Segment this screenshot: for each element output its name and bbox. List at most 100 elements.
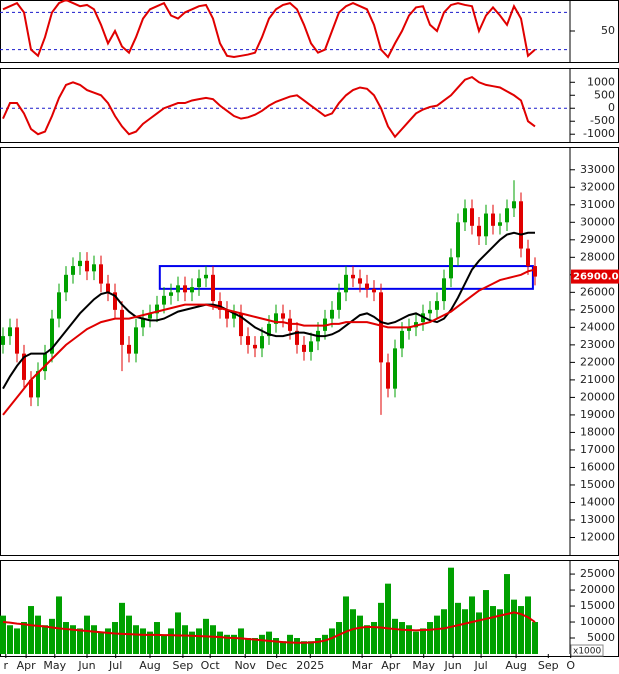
candle-body xyxy=(302,344,306,352)
candle-body xyxy=(113,292,117,310)
volume-bar xyxy=(301,641,307,654)
candle-body xyxy=(267,323,271,337)
volume-bar xyxy=(77,628,83,654)
volume-bar xyxy=(42,625,48,654)
candle-body xyxy=(533,266,537,277)
volume-bar xyxy=(21,622,27,654)
volume-bar xyxy=(28,606,34,654)
y-tick-label: 25000 xyxy=(580,303,615,316)
volume-bar xyxy=(532,622,538,654)
candle-body xyxy=(169,292,173,296)
candle-body xyxy=(309,341,313,352)
x-tick-label: Jul xyxy=(473,659,487,672)
volume-bar xyxy=(497,609,503,654)
volume-bar xyxy=(84,615,90,654)
candle-body xyxy=(358,278,362,284)
candle-body xyxy=(22,353,26,380)
volume-bar xyxy=(441,609,447,654)
x-tick-label: Apr xyxy=(17,659,37,672)
candle-body xyxy=(225,309,229,319)
y-tick-label: 22000 xyxy=(580,355,615,368)
volume-bar xyxy=(455,602,461,654)
volume-bar xyxy=(49,618,55,654)
volume-bar xyxy=(413,631,419,654)
volume-bar xyxy=(252,638,258,654)
candle-body xyxy=(365,283,369,289)
volume-bar xyxy=(245,638,251,654)
volume-bar xyxy=(98,631,104,654)
x-tick-label: Sep xyxy=(538,659,559,672)
volume-bar xyxy=(133,625,139,654)
volume-bar xyxy=(420,628,426,654)
volume-bar xyxy=(308,641,314,654)
y-tick-label: 50 xyxy=(601,24,615,37)
y-tick-label: 28000 xyxy=(580,250,615,263)
x-tick-label: r xyxy=(4,659,9,672)
candle-body xyxy=(519,201,523,249)
volume-bar xyxy=(280,641,286,654)
candle-body xyxy=(148,313,152,319)
candle-body xyxy=(379,292,383,363)
series-line xyxy=(2,0,536,59)
volume-bar xyxy=(91,625,97,654)
candle-body xyxy=(337,292,341,310)
volume-bar xyxy=(14,628,20,654)
y-tick-label: 18000 xyxy=(580,425,615,438)
y-tick-label: 17000 xyxy=(580,443,615,456)
x-tick-label: Nov xyxy=(234,659,256,672)
candle-body xyxy=(274,313,278,324)
volume-bar xyxy=(168,628,174,654)
x-tick-label: Aug xyxy=(505,659,526,672)
y-tick-label: -1000 xyxy=(583,127,615,140)
candle-body xyxy=(190,287,194,293)
last-price-label: 26900.00 xyxy=(573,272,619,283)
candle-body xyxy=(372,288,376,293)
candle-body xyxy=(260,336,264,349)
candle-body xyxy=(78,260,82,267)
volume-bar xyxy=(161,634,167,654)
candle-body xyxy=(141,318,145,328)
volume-bar xyxy=(140,628,146,654)
x-tick-label: May xyxy=(43,659,66,672)
x-tick-label: Jul xyxy=(108,659,122,672)
series-line xyxy=(2,268,536,416)
candle-body xyxy=(197,278,201,288)
volume-bar xyxy=(196,628,202,654)
candle-body xyxy=(442,278,446,302)
x-tick-label: Aug xyxy=(139,659,160,672)
volume-bar xyxy=(210,625,216,654)
volume-bar xyxy=(315,638,321,654)
candle-body xyxy=(344,274,348,293)
volume-bar xyxy=(483,590,489,654)
volume-unit: x1000 xyxy=(573,647,602,657)
volume-bar xyxy=(273,638,279,654)
candle-body xyxy=(470,208,474,226)
candle-body xyxy=(64,274,68,293)
candle-body xyxy=(162,295,166,305)
candle-body xyxy=(239,313,243,337)
volume-bar xyxy=(119,602,125,654)
volume-bar xyxy=(434,615,440,654)
y-tick-label: 15000 xyxy=(580,599,615,612)
candle-body xyxy=(43,353,47,372)
volume-bar xyxy=(238,628,244,654)
candle-body xyxy=(36,371,40,398)
volume-bar xyxy=(294,638,300,654)
x-tick-label: Dec xyxy=(266,659,287,672)
candle-body xyxy=(246,336,250,345)
volume-bar xyxy=(7,625,13,654)
volume-bar xyxy=(182,625,188,654)
x-tick-label: Sep xyxy=(173,659,194,672)
volume-bar xyxy=(147,631,153,654)
y-tick-label: 1000 xyxy=(587,75,615,88)
series-line xyxy=(2,75,536,139)
volume-bar xyxy=(406,625,412,654)
volume-bar xyxy=(476,612,482,654)
volume-bar xyxy=(336,622,342,654)
volume-bar xyxy=(112,622,118,654)
volume-bar xyxy=(217,631,223,654)
y-tick-label: 33000 xyxy=(580,163,615,176)
series-line xyxy=(2,231,535,390)
y-tick-label: 21000 xyxy=(580,373,615,386)
y-tick-label: -500 xyxy=(590,114,615,127)
